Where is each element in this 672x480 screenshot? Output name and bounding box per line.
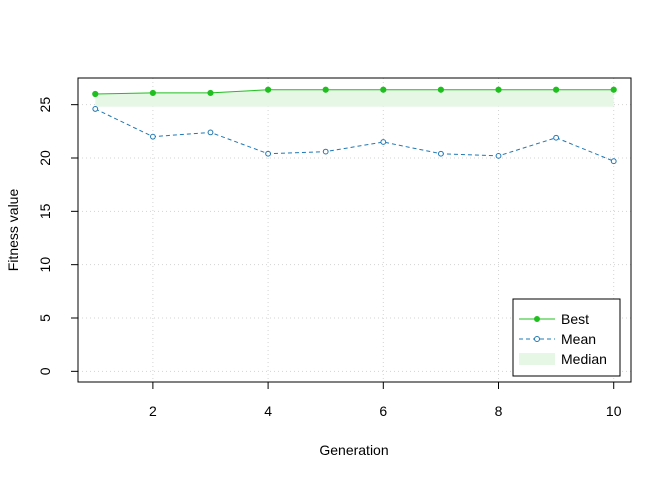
median-band [95,89,614,107]
mean-point [92,106,99,112]
x-tick-label: 8 [495,403,503,419]
mean-point [438,150,444,157]
legend-label-mean: Mean [561,331,596,347]
grid-lines [78,78,631,382]
median-band-layer [95,89,614,107]
mean-point [207,129,214,136]
mean-point [380,139,387,145]
x-tick-label: 4 [264,403,272,419]
best-point [322,86,329,93]
mean-point [553,134,560,141]
legend-marker-best [534,316,540,322]
best-line [95,89,614,95]
best-point [149,89,156,97]
best-point [380,86,387,93]
mean-point [322,148,329,155]
best-point [92,90,99,98]
y-tick-label: 5 [37,314,53,322]
best-point [610,86,617,93]
mean-point [265,150,271,157]
y-tick-label: 20 [37,150,53,166]
x-tick-label: 6 [379,403,387,419]
best-point [264,86,272,93]
legend-label-best: Best [561,311,589,327]
y-tick-label: 25 [37,97,53,113]
legend-label-median: Median [561,351,607,367]
legend: Best Mean Median [512,298,621,377]
best-point [495,86,502,93]
y-tick-label: 10 [37,257,53,273]
legend-swatch-median [519,353,555,365]
y-axis: 0 5 10 15 20 25 [37,97,79,375]
best-point [437,86,445,93]
y-tick-label: 0 [37,367,53,375]
y-tick-label: 15 [37,203,53,219]
x-axis: 2 4 6 8 10 [149,381,622,419]
legend-marker-mean [534,336,540,342]
mean-point [149,133,156,140]
series-lines-layer [92,86,617,165]
x-tick-label: 10 [606,403,622,419]
x-tick-label: 2 [149,403,157,419]
mean-line [95,108,614,162]
y-axis-label: Fitness value [5,189,21,272]
best-point [207,89,214,97]
best-point [553,86,560,93]
mean-point [610,158,617,165]
x-axis-label: Generation [319,442,388,458]
mean-point [495,152,502,159]
